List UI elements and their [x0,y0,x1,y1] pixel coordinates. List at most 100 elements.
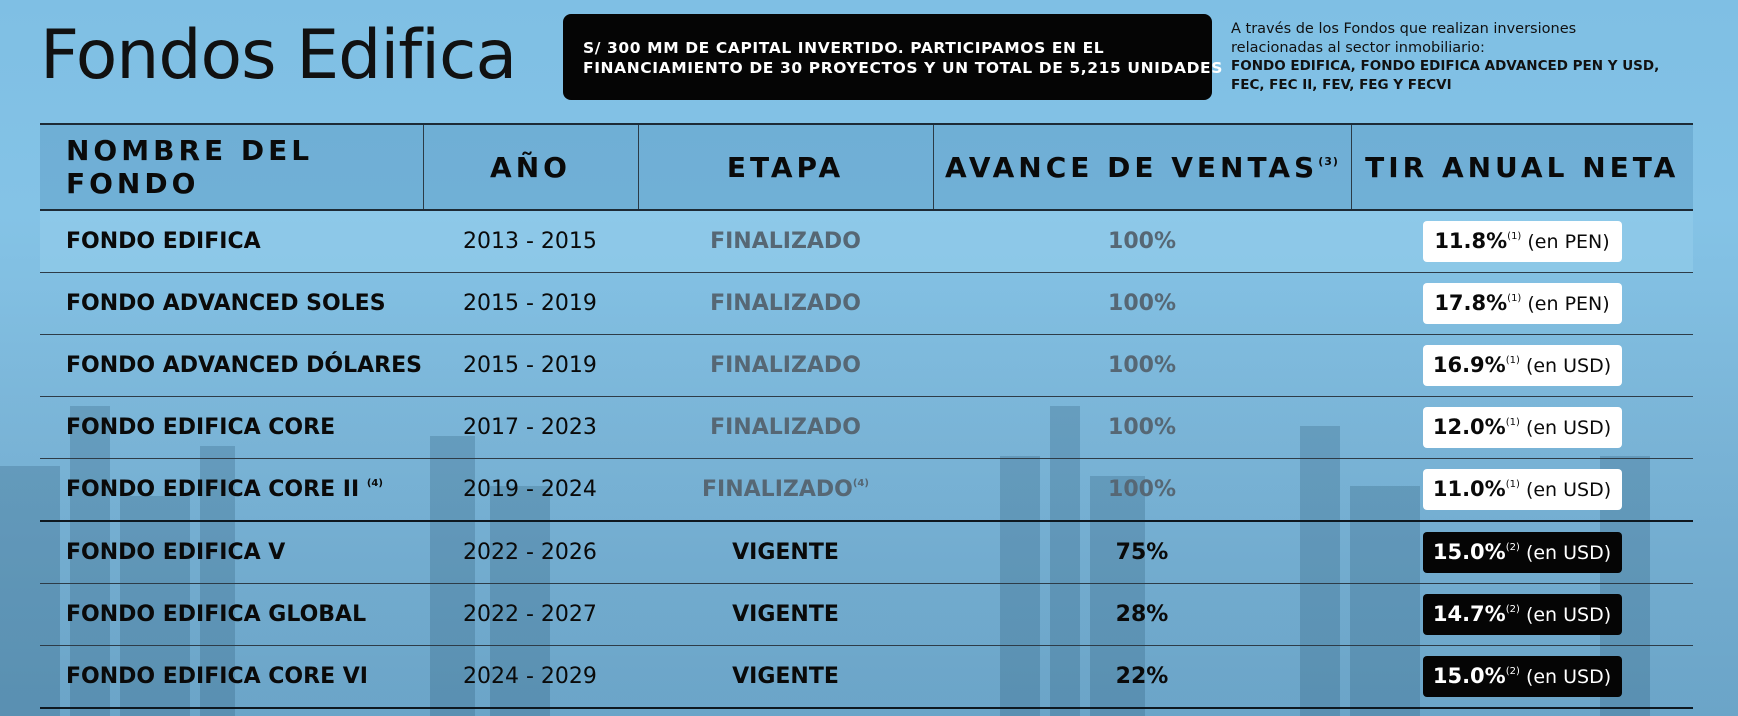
tir-currency: (en USD) [1525,417,1612,439]
fund-name: FONDO EDIFICA GLOBAL [66,602,367,627]
fund-name: FONDO EDIFICA CORE VI [66,664,368,689]
tir-badge: 15.0%(2) (en USD) [1422,656,1622,697]
funds-table: NOMBRE DEL FONDO AÑO ETAPA AVANCE DE VEN… [40,123,1693,709]
tir-footnote: (1) [1505,355,1520,366]
table-row: FONDO EDIFICA 2013 - 2015 FINALIZADO 100% 11… [40,210,1693,273]
tir-currency: (en USD) [1525,604,1612,626]
table-row: FONDO EDIFICA CORE VI 2024 - 2029 VIGENTE 2… [40,645,1693,709]
tir-currency: (en USD) [1525,666,1612,688]
column-header-tir: TIR ANUAL NETA [1350,123,1693,211]
column-header-stage: ETAPA [637,123,934,211]
sales-header-label: AVANCE DE VENTAS [945,150,1319,184]
fund-year: 2017 - 2023 [423,396,638,459]
fund-stage: FINALIZADO [702,477,853,502]
tir-currency: (en PEN) [1527,293,1610,315]
table-row: FONDO EDIFICA V 2022 - 2026 VIGENTE 75% 15.0… [40,521,1693,584]
fund-name-cell: FONDO ADVANCED SOLES [40,272,423,335]
fund-name: FONDO EDIFICA [66,229,261,254]
table-row: FONDO EDIFICA CORE II (4) 2019 - 2024 FINA… [40,458,1693,522]
fund-stage: FINALIZADO [710,415,861,440]
fund-tir-cell: 17.8%(1) (en PEN) [1351,272,1693,335]
tir-value: 14.7% [1432,602,1506,626]
fund-name-cell: FONDO EDIFICA CORE II (4) [40,458,423,522]
tir-value: 17.8% [1434,291,1508,315]
fund-stage-cell: VIGENTE [638,521,933,584]
page-title: Fondos Edifica [40,16,517,95]
fund-year: 2013 - 2015 [423,210,638,273]
fund-name-footnote: (4) [366,478,383,489]
fund-stage: FINALIZADO [710,353,861,378]
fund-name: FONDO ADVANCED DÓLARES [66,353,422,378]
tir-currency: (en USD) [1525,355,1612,377]
note-line-2: relacionadas al sector inmobiliario: [1231,39,1485,56]
tir-value: 15.0% [1432,664,1506,688]
funds-note: A través de los Fondos que realizan inve… [1231,20,1731,94]
tir-badge: 16.9%(1) (en USD) [1422,345,1622,386]
tir-value: 11.8% [1434,229,1508,253]
fund-name-cell: FONDO EDIFICA V [40,521,423,584]
capital-banner: S/ 300 MM DE CAPITAL INVERTIDO. PARTICIP… [563,14,1222,100]
fund-name-cell: FONDO EDIFICA CORE [40,396,423,459]
tir-footnote: (1) [1505,479,1520,490]
fund-stage-cell: FINALIZADO [638,396,933,459]
fund-stage-cell: FINALIZADO [638,210,933,273]
fund-year: 2024 - 2029 [423,645,638,709]
fund-stage: FINALIZADO [710,291,861,316]
fund-tir-cell: 11.8%(1) (en PEN) [1351,210,1693,273]
fund-name-cell: FONDO EDIFICA [40,210,423,273]
fund-name: FONDO EDIFICA V [66,540,286,565]
fund-sales-progress: 22% [933,645,1351,709]
tir-value: 16.9% [1432,353,1506,377]
fund-sales-progress: 28% [933,583,1351,646]
tir-currency: (en USD) [1525,542,1612,564]
tir-badge: 11.0%(1) (en USD) [1422,469,1622,510]
tir-badge: 11.8%(1) (en PEN) [1422,221,1622,262]
fund-tir-cell: 15.0%(2) (en USD) [1351,521,1693,584]
column-header-sales: AVANCE DE VENTAS(3) [932,123,1352,211]
fund-tir-cell: 15.0%(2) (en USD) [1351,645,1693,709]
tir-currency: (en USD) [1525,479,1612,501]
fund-stage-cell: VIGENTE [638,583,933,646]
fund-stage: FINALIZADO [710,229,861,254]
banner-line-1: S/ 300 MM DE CAPITAL INVERTIDO. PARTICIP… [583,39,1105,57]
tir-value: 15.0% [1432,540,1506,564]
fund-stage: VIGENTE [732,540,839,565]
table-row: FONDO ADVANCED SOLES 2015 - 2019 FINALIZAD… [40,272,1693,335]
fund-sales-progress: 100% [933,210,1351,273]
fund-tir-cell: 11.0%(1) (en USD) [1351,458,1693,522]
column-header-name: NOMBRE DEL FONDO [40,123,424,211]
tir-footnote: (1) [1505,417,1520,428]
fund-tir-cell: 12.0%(1) (en USD) [1351,396,1693,459]
table-row: FONDO EDIFICA CORE 2017 - 2023 FINALIZADO 1… [40,396,1693,459]
sales-header-footnote: (3) [1318,154,1339,168]
fund-stage-cell: FINALIZADO(4) [638,458,933,522]
fund-year: 2015 - 2019 [423,272,638,335]
fund-year: 2022 - 2026 [423,521,638,584]
tir-footnote: (2) [1505,542,1520,553]
note-line-1: A través de los Fondos que realizan inve… [1231,21,1577,37]
fund-year: 2022 - 2027 [423,583,638,646]
fund-name-cell: FONDO EDIFICA GLOBAL [40,583,423,646]
fund-year: 2019 - 2024 [423,458,638,522]
tir-value: 12.0% [1432,415,1506,439]
column-header-year: AÑO [422,123,639,211]
table-row: FONDO EDIFICA GLOBAL 2022 - 2027 VIGENTE 28… [40,583,1693,646]
fund-sales-progress: 75% [933,521,1351,584]
tir-badge: 17.8%(1) (en PEN) [1422,283,1622,324]
tir-footnote: (2) [1505,666,1520,677]
fund-tir-cell: 16.9%(1) (en USD) [1351,334,1693,397]
fund-stage: VIGENTE [732,664,839,689]
fund-stage-cell: FINALIZADO [638,334,933,397]
fund-sales-progress: 100% [933,458,1351,522]
tir-footnote: (1) [1507,231,1522,242]
fund-stage: VIGENTE [732,602,839,627]
fund-year: 2015 - 2019 [423,334,638,397]
fund-stage-cell: VIGENTE [638,645,933,709]
tir-value: 11.0% [1432,477,1506,501]
note-line-3: FONDO EDIFICA, FONDO EDIFICA ADVANCED PE… [1231,58,1660,74]
tir-footnote: (1) [1507,293,1522,304]
tir-footnote: (2) [1505,604,1520,615]
fund-tir-cell: 14.7%(2) (en USD) [1351,583,1693,646]
tir-badge: 14.7%(2) (en USD) [1422,594,1622,635]
table-header-row: NOMBRE DEL FONDO AÑO ETAPA AVANCE DE VEN… [40,123,1693,211]
